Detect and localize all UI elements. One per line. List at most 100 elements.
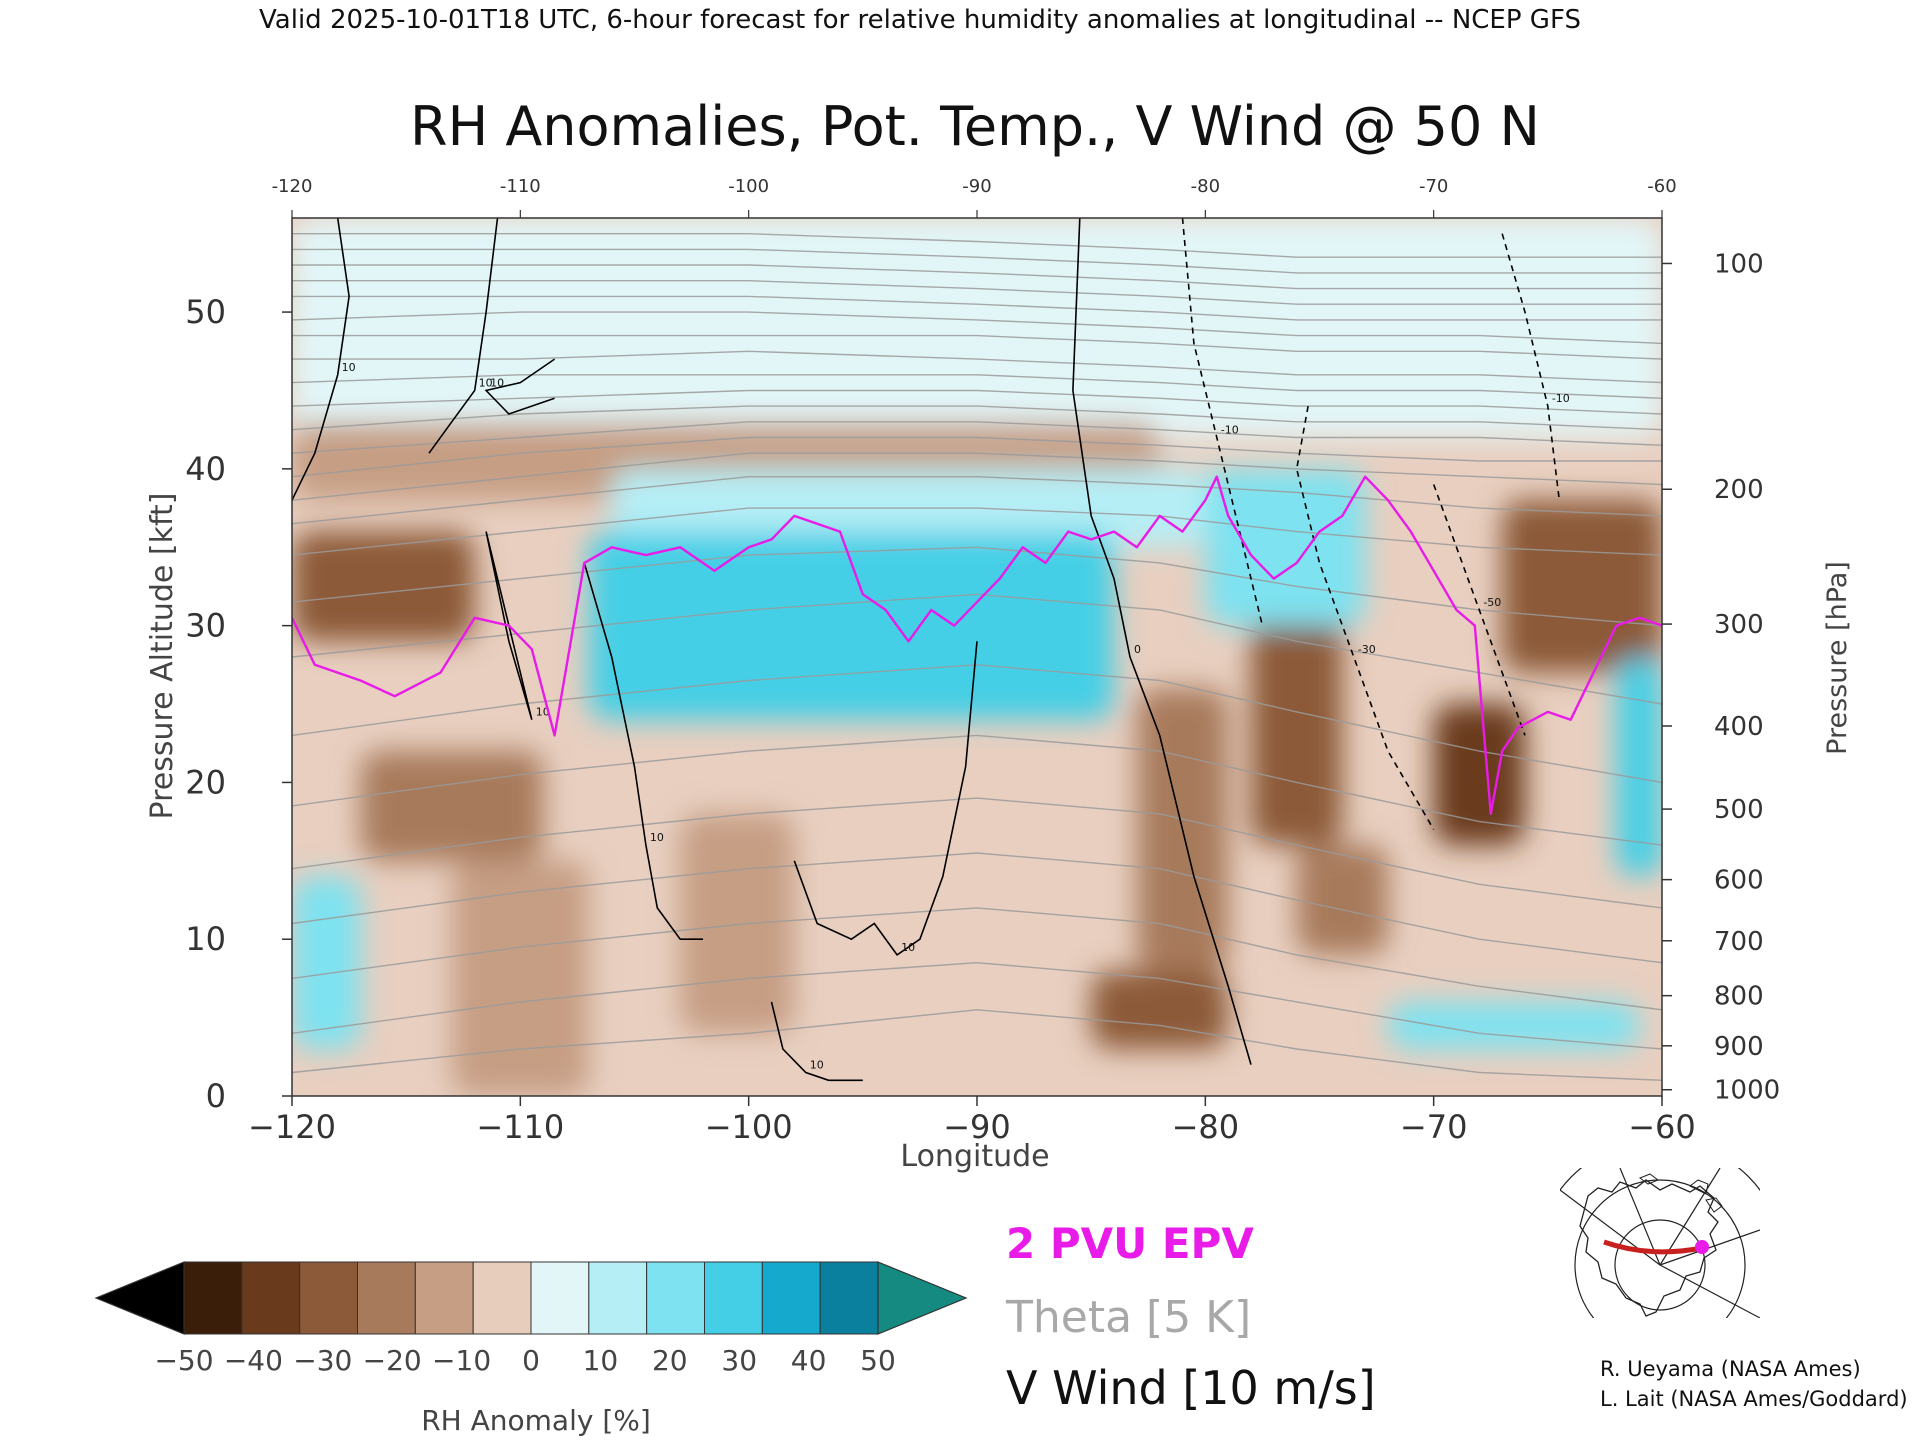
y-tick-label: 10 (185, 920, 226, 958)
rh-anomaly-patch (360, 751, 544, 861)
colorbar: −50 −40 −30 −20 −10 0 10 20 30 40 50 (94, 1261, 968, 1377)
theta-contour (292, 311, 1662, 345)
theta-contour (292, 436, 1662, 478)
v-wind-contour-label: 10 (342, 361, 356, 374)
theta-contour (292, 248, 1662, 274)
pressure-tick-label: 500 (1714, 795, 1764, 825)
v-wind-contour (1295, 405, 1435, 830)
pressure-tick-label: 100 (1714, 249, 1764, 279)
colorbar-tick-label: 40 (791, 1344, 827, 1377)
map-track-50n (1603, 1239, 1703, 1255)
theta-contour (292, 350, 1662, 384)
colorbar-segment (241, 1261, 301, 1335)
v-wind-contour (292, 218, 350, 501)
theta-contour (292, 593, 1662, 705)
pressure-axis-label: Pressure [hPa] (1822, 561, 1853, 755)
v-wind-contour-label: 10 (536, 706, 550, 719)
theta-contour (292, 421, 1662, 454)
top-tick-label: -110 (500, 176, 541, 197)
v-wind-contour-label: -10 (1221, 424, 1239, 437)
v-wind-contour (1432, 484, 1526, 736)
rh-anomaly-patch (1296, 845, 1388, 955)
x-tick-label: −120 (248, 1108, 336, 1146)
y-tick-label: 40 (185, 450, 226, 488)
colorbar-tick-label: −20 (363, 1344, 422, 1377)
v-wind-contour (770, 1001, 863, 1082)
y-tick-label: 30 (185, 607, 226, 645)
theta-contour (292, 664, 1662, 784)
x-axis: −120 −110 −100 −90 −80 −70 −60 (248, 1096, 1696, 1146)
credit-line-2: L. Lait (NASA Ames/Goddard) (1600, 1387, 1908, 1411)
legend: 2 PVU EPV Theta [5 K] V Wind [10 m/s] (1005, 1219, 1376, 1415)
colorbar-over-arrow (877, 1261, 968, 1335)
top-tick-label: -70 (1419, 176, 1448, 197)
v-wind-contour (583, 562, 703, 940)
rh-anomaly-patch (1251, 594, 1343, 846)
rh-anomaly-patch (1205, 468, 1366, 626)
colorbar-tick-label: 0 (522, 1344, 540, 1377)
x-tick-label: −90 (943, 1108, 1011, 1146)
theta-contour (292, 233, 1662, 258)
theta-contours (292, 233, 1662, 1081)
map-location-marker (1695, 1240, 1709, 1254)
colorbar-segment (646, 1261, 706, 1335)
theta-contour (292, 452, 1662, 501)
y-tick-label: 50 (185, 293, 226, 331)
map-inset (1560, 1168, 1760, 1318)
v-wind-contour-label: 10 (901, 941, 915, 954)
theta-contour (292, 389, 1662, 415)
rh-anomaly-patch (1616, 657, 1662, 877)
v-wind-contour (1501, 233, 1561, 501)
v-wind-contour-label: 10 (490, 376, 504, 389)
theta-contour (292, 295, 1662, 321)
map-coastline (1579, 1179, 1719, 1317)
theta-contour (292, 1009, 1662, 1081)
rh-anomaly-patch (451, 860, 589, 1096)
map-meridian (1659, 1229, 1760, 1266)
v-wind-contour (428, 218, 499, 454)
theta-contour (292, 280, 1662, 305)
x-tick-label: −80 (1172, 1108, 1240, 1146)
v-wind-contour (1181, 218, 1264, 626)
colorbar-segment (588, 1261, 648, 1335)
legend-entry: 2 PVU EPV (1006, 1219, 1254, 1268)
y-axis-label: Pressure Altitude [kft] (145, 493, 180, 820)
colorbar-segment (472, 1261, 532, 1335)
v-wind-contour-label: -50 (1483, 596, 1501, 609)
v-wind-contour (793, 641, 978, 957)
pressure-tick-label: 300 (1714, 610, 1764, 640)
y-tick-label: 20 (185, 763, 226, 801)
theta-contour (292, 476, 1662, 525)
top-tick-label: -60 (1647, 176, 1676, 197)
top-axis: -120 -110 -100 -90 -80 -70 -60 (272, 176, 1677, 218)
colorbar-tick-label: −40 (224, 1344, 283, 1377)
y-axis: 0 10 20 30 40 50 (185, 293, 292, 1115)
theta-contour (292, 734, 1662, 846)
rh-anomaly-patch (1433, 704, 1525, 846)
colorbar-tick-label: −30 (293, 1344, 352, 1377)
pressure-tick-label: 200 (1714, 475, 1764, 505)
v-wind-contour-label: -30 (1358, 643, 1376, 656)
colorbar-tick-label: 30 (721, 1344, 757, 1377)
epv-2pvu-line (292, 475, 1662, 815)
theta-contour (292, 907, 1662, 1011)
rh-anomaly-field (292, 218, 1662, 1096)
theta-contour (292, 374, 1662, 399)
top-tick-label: -100 (728, 176, 769, 197)
credit-line-1: R. Ueyama (NASA Ames) (1600, 1357, 1861, 1381)
pressure-tick-label: 900 (1714, 1032, 1764, 1062)
theta-contour (292, 405, 1662, 431)
theta-contour (292, 961, 1662, 1050)
pressure-tick-label: 1000 (1714, 1076, 1780, 1106)
chart-title: RH Anomalies, Pot. Temp., V Wind @ 50 N (410, 95, 1540, 158)
colorbar-tick-label: 20 (652, 1344, 688, 1377)
pressure-tick-label: 700 (1714, 927, 1764, 957)
colorbar-segment (183, 1261, 243, 1335)
theta-contour (292, 546, 1662, 627)
theta-contour (292, 507, 1662, 556)
theta-contour (292, 797, 1662, 909)
colorbar-segment (414, 1261, 474, 1335)
top-tick-label: -120 (272, 176, 313, 197)
